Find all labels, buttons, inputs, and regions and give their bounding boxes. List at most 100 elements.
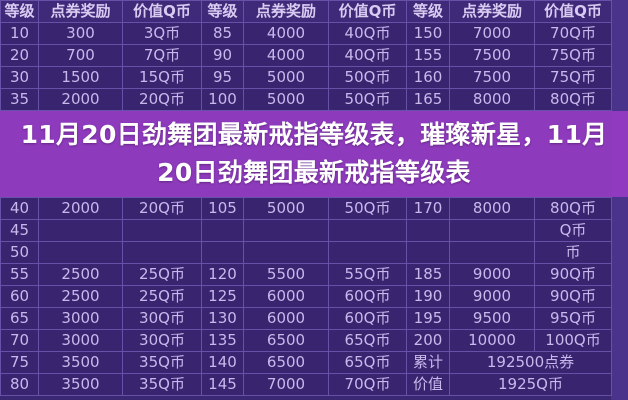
title-banner: 11月20日劲舞团最新戒指等级表，璀璨新星，11月20日劲舞团最新戒指等级表 xyxy=(0,111,628,197)
table-cell: 60Q币 xyxy=(328,307,407,330)
table-cell: 60Q币 xyxy=(328,285,407,308)
table-row: 35 2000 20Q币 100 5000 50Q币 165 8000 80Q币 xyxy=(0,88,612,111)
table-cell: 40Q币 xyxy=(328,22,407,45)
table-cell: 5000 xyxy=(243,88,329,111)
summary-value: 1925Q币 xyxy=(449,373,612,396)
table-row: 45 Q币 xyxy=(0,219,612,242)
table-cell: 8000 xyxy=(449,197,535,220)
table-cell: 145 xyxy=(201,373,244,396)
table-cell: 105 xyxy=(201,197,244,220)
table-cell: 2500 xyxy=(38,263,123,286)
table-cell: 70Q币 xyxy=(328,373,407,396)
column-header: 等级 xyxy=(201,0,244,23)
table-cell: 200 xyxy=(406,329,450,352)
table-cell: 300 xyxy=(38,22,123,45)
table-cell: 70Q币 xyxy=(534,22,612,45)
table-cell xyxy=(328,241,407,264)
table-cell: 4000 xyxy=(243,22,329,45)
banner-title: 11月20日劲舞团最新戒指等级表，璀璨新星，11月20日劲舞团最新戒指等级表 xyxy=(20,120,608,187)
table-cell: 170 xyxy=(406,197,450,220)
table-cell: 155 xyxy=(406,44,450,67)
table-cell: 30Q币 xyxy=(122,307,202,330)
column-header: 价值Q币 xyxy=(122,0,202,23)
table-cell: 7Q币 xyxy=(122,44,202,67)
table-cell: 6000 xyxy=(243,285,329,308)
table-cell: 75 xyxy=(0,351,39,374)
table-cell: 4000 xyxy=(243,44,329,67)
table-cell: 20Q币 xyxy=(122,197,202,220)
table-cell: 6500 xyxy=(243,329,329,352)
table-cell: 6000 xyxy=(243,307,329,330)
table-cell: 3000 xyxy=(38,307,123,330)
table-cell: 120 xyxy=(201,263,244,286)
table-cell: 30Q币 xyxy=(122,329,202,352)
table-cell: 150 xyxy=(406,22,450,45)
table-cell: 25Q币 xyxy=(122,263,202,286)
table-row: 70 3000 30Q币 135 6500 65Q币 200 10000 100Q币 xyxy=(0,329,612,352)
column-header: 点券奖励 xyxy=(243,0,329,23)
table-cell: 100Q币 xyxy=(534,329,612,352)
table-cell: 10000 xyxy=(449,329,535,352)
table-cell: 55Q币 xyxy=(328,263,407,286)
table-cell: 125 xyxy=(201,285,244,308)
column-header: 点券奖励 xyxy=(38,0,123,23)
table-cell: 20 xyxy=(0,44,39,67)
table-cell: 20Q币 xyxy=(122,88,202,111)
table-cell: 185 xyxy=(406,263,450,286)
table-cell xyxy=(406,241,450,264)
table-cell: 35Q币 xyxy=(122,351,202,374)
table-row: 30 1500 15Q币 95 5000 50Q币 160 7500 75Q币 xyxy=(0,66,612,89)
table-cell: 30 xyxy=(0,66,39,89)
ring-level-table-bottom: 40 2000 20Q币 105 5000 50Q币 170 8000 80Q币 45 Q币 50 币 5… xyxy=(0,197,612,396)
column-header: 点券奖励 xyxy=(449,0,535,23)
table-cell xyxy=(201,241,244,264)
table-cell: 6500 xyxy=(243,351,329,374)
table-cell: 60 xyxy=(0,285,39,308)
table-header: 等级 点券奖励 价值Q币 等级 点券奖励 价值Q币 等级 点券奖励 价值Q币 xyxy=(0,0,612,23)
table-cell xyxy=(38,219,123,242)
table-cell xyxy=(201,219,244,242)
table-row: 50 币 xyxy=(0,241,612,264)
table-cell: 7000 xyxy=(449,22,535,45)
table-cell: 9000 xyxy=(449,285,535,308)
table-cell xyxy=(122,241,202,264)
table-cell: 45 xyxy=(0,219,39,242)
table-cell: 15Q币 xyxy=(122,66,202,89)
table-cell: 10 xyxy=(0,22,39,45)
table-cell: 160 xyxy=(406,66,450,89)
table-cell: 70 xyxy=(0,329,39,352)
table-cell: 3500 xyxy=(38,351,123,374)
table-cell: 65 xyxy=(0,307,39,330)
table-cell: 90Q币 xyxy=(534,263,612,286)
table-cell: 90 xyxy=(201,44,244,67)
table-cell: 8000 xyxy=(449,88,535,111)
table-cell: 85 xyxy=(201,22,244,45)
table-cell xyxy=(243,241,329,264)
table-cell: 95Q币 xyxy=(534,307,612,330)
table-cell xyxy=(122,219,202,242)
table-cell: 5000 xyxy=(243,197,329,220)
table-cell: 55 xyxy=(0,263,39,286)
table-cell: 5500 xyxy=(243,263,329,286)
table-cell: 75Q币 xyxy=(534,66,612,89)
table-cell: 7500 xyxy=(449,44,535,67)
table-cell: 3000 xyxy=(38,329,123,352)
table-cell: 700 xyxy=(38,44,123,67)
summary-row: 80 3500 35Q币 145 7000 70Q币 价值 1925Q币 xyxy=(0,373,612,396)
table-cell: 50 xyxy=(0,241,39,264)
table-cell: 190 xyxy=(406,285,450,308)
table-cell: 25Q币 xyxy=(122,285,202,308)
table-cell: 195 xyxy=(406,307,450,330)
table-cell xyxy=(328,219,407,242)
table-cell: 165 xyxy=(406,88,450,111)
table-cell: 65Q币 xyxy=(328,351,407,374)
table-row: 20 700 7Q币 90 4000 40Q币 155 7500 75Q币 xyxy=(0,44,612,67)
table-cell: 80Q币 xyxy=(534,197,612,220)
table-cell: 50Q币 xyxy=(328,66,407,89)
summary-label: 价值 xyxy=(406,373,450,396)
column-header: 等级 xyxy=(406,0,450,23)
table-cell: 7000 xyxy=(243,373,329,396)
table-cell: 35Q币 xyxy=(122,373,202,396)
table-cell: 40 xyxy=(0,197,39,220)
